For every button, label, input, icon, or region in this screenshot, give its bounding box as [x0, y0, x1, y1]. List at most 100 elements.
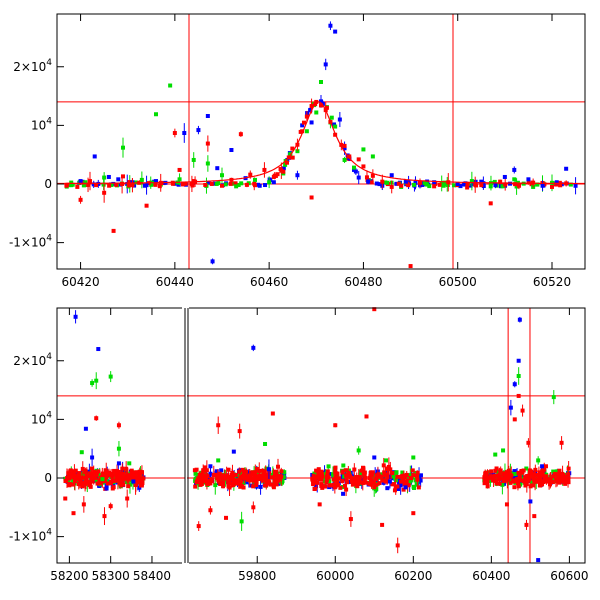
bottom-red-point	[411, 511, 416, 516]
bottom-red-point	[279, 474, 284, 479]
bottom-blue-point	[512, 475, 517, 480]
bottom-red-point	[354, 475, 359, 480]
top-green-point	[177, 177, 182, 182]
bottom-red-point	[319, 482, 324, 487]
bottom-blue-point	[396, 487, 401, 492]
bottom-x-tick-label: 60600	[550, 569, 588, 583]
top-y-tick-label: 0	[44, 177, 52, 191]
bottom-red-point	[88, 479, 93, 484]
top-green-point	[205, 161, 210, 166]
top-green-point	[514, 184, 519, 189]
bottom-red-point	[80, 481, 85, 486]
bottom-red-point	[128, 475, 133, 480]
bottom-red-point	[72, 469, 77, 474]
bottom-x-tick-label: 58200	[50, 569, 88, 583]
bottom-red-point	[251, 505, 256, 510]
bottom-green-point	[501, 448, 506, 453]
top-blue-point	[323, 62, 328, 67]
top-green-point	[361, 147, 366, 152]
top-red-point	[94, 182, 99, 187]
bottom-red-point	[120, 466, 125, 471]
bottom-red-point	[340, 469, 345, 474]
bottom-red-point	[219, 473, 224, 478]
top-blue-point	[332, 122, 337, 127]
top-red-point	[314, 99, 319, 104]
bottom-red-point	[566, 466, 571, 471]
bottom-red-point	[350, 476, 355, 481]
bottom-red-point	[485, 479, 490, 484]
bottom-red-point	[72, 479, 77, 484]
top-blue-point	[481, 181, 486, 186]
bottom-red-point	[230, 476, 235, 481]
bottom-red-point	[504, 475, 509, 480]
top-green-point	[102, 175, 107, 180]
top-blue-point	[403, 179, 408, 184]
top-panel: 60420 60440 60460 60480 60500 60520 -1×104 0 104…	[9, 13, 586, 289]
bottom-red-point	[324, 477, 329, 482]
bottom-red-point	[551, 474, 556, 479]
bottom-red-point	[323, 484, 328, 489]
bottom-red-point	[542, 479, 547, 484]
top-blue-point	[116, 177, 121, 182]
top-red-point	[369, 180, 374, 185]
bottom-red-point	[217, 471, 222, 476]
bottom-green-point	[255, 471, 260, 476]
top-x-tick-label: 60460	[250, 275, 288, 289]
top-green-point	[283, 162, 288, 167]
bottom-red-point	[116, 423, 121, 428]
bottom-red-point	[86, 473, 91, 478]
top-blue-point	[564, 166, 569, 171]
bottom-red-point	[81, 502, 86, 507]
bottom-red-point	[346, 470, 351, 475]
bottom-red-point	[382, 473, 387, 478]
bottom-red-point	[254, 466, 259, 471]
top-red-point	[203, 182, 208, 187]
top-red-point	[406, 183, 411, 188]
top-blue-point	[455, 182, 460, 186]
top-red-point	[309, 104, 314, 109]
bottom-red-point	[348, 517, 353, 522]
bottom-blue-point	[396, 478, 401, 483]
top-red-point	[120, 181, 125, 186]
bottom-red-point	[361, 465, 366, 470]
bottom-red-point	[229, 472, 234, 477]
bottom-red-point	[313, 475, 318, 480]
bottom-red-point	[405, 483, 410, 488]
bottom-blue-point	[208, 471, 213, 476]
bottom-red-point	[368, 471, 373, 476]
top-red-point	[262, 167, 267, 172]
bottom-blue-point	[83, 426, 88, 431]
bottom-red-point	[200, 475, 205, 480]
bottom-red-point	[209, 479, 214, 484]
top-green-point	[154, 112, 158, 117]
top-green-point	[304, 129, 309, 134]
top-blue-point	[106, 174, 111, 179]
bottom-red-point	[262, 470, 267, 475]
bottom-blue-point	[104, 483, 109, 488]
top-red-point	[290, 146, 295, 151]
bottom-green-point	[241, 481, 246, 486]
bottom-red-point	[110, 474, 115, 479]
bottom-red-point	[536, 479, 541, 484]
bottom-red-point	[101, 473, 106, 478]
bottom-red-point	[324, 480, 329, 485]
bottom-red-point	[226, 474, 231, 479]
bottom-red-point	[515, 477, 520, 482]
bottom-red-point	[254, 482, 259, 487]
bottom-red-point	[271, 475, 276, 480]
bottom-red-point	[317, 472, 322, 477]
bottom-red-point	[517, 474, 522, 479]
bottom-green-point	[412, 485, 417, 490]
bottom-red-point	[68, 474, 73, 479]
top-red-point	[290, 155, 295, 160]
bottom-red-point	[273, 478, 278, 483]
top-red-point	[191, 179, 196, 184]
bottom-red-point	[512, 485, 517, 490]
bottom-red-point	[492, 474, 497, 479]
bottom-red-point	[130, 475, 135, 480]
top-red-point	[126, 183, 131, 188]
bottom-red-point	[380, 478, 385, 483]
bottom-red-point	[515, 481, 520, 486]
top-green-point	[385, 180, 389, 185]
top-red-point	[526, 180, 531, 185]
